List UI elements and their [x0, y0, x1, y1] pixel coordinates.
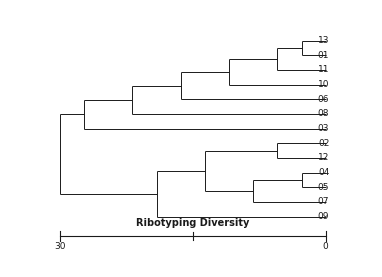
Text: 09: 09	[318, 212, 329, 221]
Text: 06: 06	[318, 95, 329, 104]
Text: 30: 30	[54, 242, 66, 251]
Text: 10: 10	[318, 80, 329, 89]
Text: 01: 01	[318, 51, 329, 60]
Text: Ribotyping Diversity: Ribotyping Diversity	[136, 218, 249, 228]
Text: 02: 02	[318, 139, 329, 148]
Text: 11: 11	[318, 65, 329, 75]
Text: 07: 07	[318, 198, 329, 206]
Text: 03: 03	[318, 124, 329, 133]
Text: 05: 05	[318, 183, 329, 192]
Text: 13: 13	[318, 36, 329, 45]
Text: 04: 04	[318, 168, 329, 177]
Text: 12: 12	[318, 153, 329, 162]
Text: 08: 08	[318, 109, 329, 119]
Text: 0: 0	[323, 242, 329, 251]
